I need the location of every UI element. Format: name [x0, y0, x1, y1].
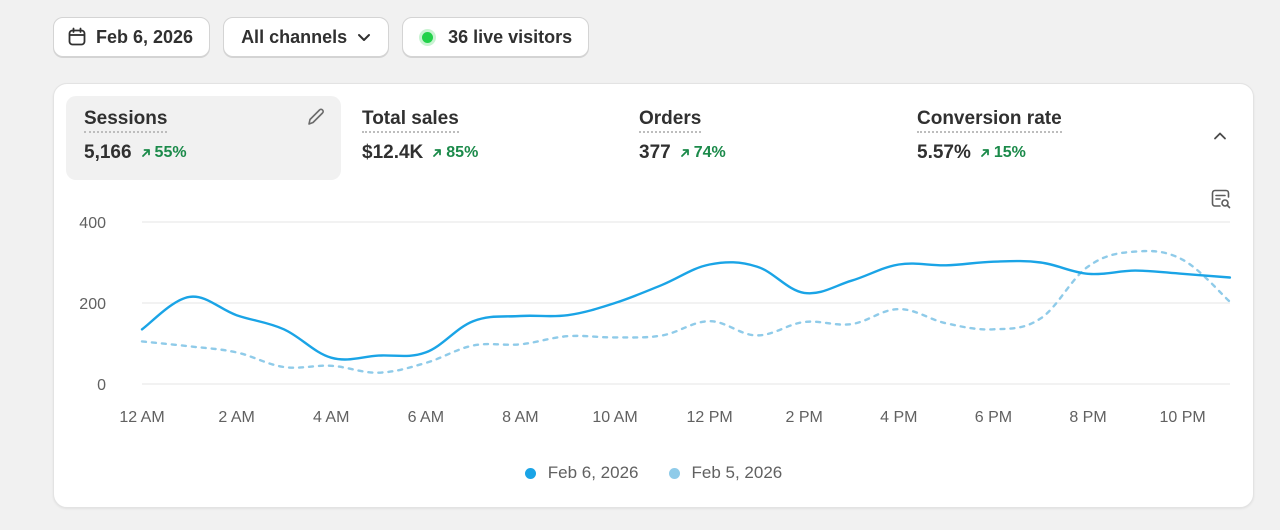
- metric-label: Total sales: [362, 108, 459, 133]
- live-visitors-button[interactable]: 36 live visitors: [402, 17, 590, 57]
- channel-label: All channels: [241, 26, 348, 47]
- series-line-feb-6-2026: [140, 259, 1232, 361]
- metric-orders[interactable]: Orders 377 74%: [621, 96, 896, 180]
- chevron-up-icon[interactable]: [1210, 126, 1230, 146]
- chevron-down-icon: [358, 34, 371, 41]
- filter-toolbar: Feb 6, 2026 All channels 36 live visitor…: [53, 17, 590, 57]
- metric-label: Sessions: [84, 108, 168, 133]
- metric-change-value: 74%: [693, 144, 726, 161]
- y-tick-label: 400: [79, 215, 106, 232]
- x-tick-label: 4 PM: [880, 409, 917, 426]
- calendar-icon: [68, 27, 86, 46]
- legend-item-comparison[interactable]: Feb 5, 2026: [668, 463, 783, 483]
- trend-up-icon: [433, 149, 442, 157]
- analytics-card: Sessions 5,166 55% Total sales $12.4K 85…: [53, 83, 1254, 508]
- date-label: Feb 6, 2026: [96, 26, 194, 47]
- x-tick-label: 10 PM: [1159, 409, 1205, 426]
- y-tick-label: 0: [97, 377, 106, 394]
- x-tick-label: 10 AM: [592, 409, 637, 426]
- trend-up-icon: [680, 149, 689, 157]
- metric-value: 377: [639, 142, 671, 163]
- sessions-line-chart: 0 200 400 12 AM 2 AM 4 AM 6 AM 8 AM 10 AM 12 PM 2 …: [79, 215, 1232, 426]
- pencil-icon[interactable]: [305, 106, 327, 128]
- metric-value: 5.57%: [917, 142, 971, 163]
- metric-value: 5,166: [84, 142, 132, 163]
- metric-change-value: 85%: [446, 144, 479, 161]
- trend-up-icon: [141, 149, 150, 157]
- metric-change-value: 55%: [154, 144, 187, 161]
- live-visitors-label: 36 live visitors: [448, 26, 573, 47]
- x-tick-label: 4 AM: [313, 409, 349, 426]
- x-tick-label: 8 PM: [1069, 409, 1106, 426]
- chart-inspect-icon[interactable]: [1210, 188, 1232, 210]
- metric-change: 55%: [140, 144, 187, 162]
- metric-label: Conversion rate: [917, 108, 1062, 133]
- legend-item-current[interactable]: Feb 6, 2026: [524, 463, 639, 483]
- legend-dot-comparison: [668, 467, 680, 479]
- x-tick-label: 2 PM: [786, 409, 823, 426]
- x-tick-label: 12 AM: [119, 409, 164, 426]
- channel-select-button[interactable]: All channels: [223, 17, 390, 57]
- x-tick-label: 12 PM: [686, 409, 732, 426]
- x-tick-label: 6 AM: [408, 409, 444, 426]
- live-indicator-icon: [422, 31, 434, 43]
- legend-label-current: Feb 6, 2026: [547, 463, 639, 482]
- x-tick-label: 2 AM: [218, 409, 254, 426]
- chart-legend: Feb 6, 2026 Feb 5, 2026: [54, 463, 1253, 483]
- date-picker-button[interactable]: Feb 6, 2026: [53, 17, 211, 57]
- legend-label-comparison: Feb 5, 2026: [691, 463, 783, 482]
- metric-conversion-rate[interactable]: Conversion rate 5.57% 15%: [899, 96, 1174, 180]
- legend-dot-current: [524, 467, 536, 479]
- metric-change: 74%: [679, 144, 726, 162]
- metric-total-sales[interactable]: Total sales $12.4K 85%: [344, 96, 619, 180]
- metric-value: $12.4K: [362, 142, 424, 163]
- series-line-feb-5-2026: [140, 249, 1232, 374]
- metric-sessions[interactable]: Sessions 5,166 55%: [66, 96, 341, 180]
- trend-up-icon: [980, 149, 989, 157]
- x-tick-label: 6 PM: [975, 409, 1012, 426]
- metric-change-value: 15%: [993, 144, 1026, 161]
- metric-change: 85%: [431, 144, 478, 162]
- x-tick-label: 8 AM: [502, 409, 538, 426]
- metric-change: 15%: [979, 144, 1026, 162]
- y-tick-label: 200: [79, 296, 106, 313]
- metric-label: Orders: [639, 108, 702, 133]
